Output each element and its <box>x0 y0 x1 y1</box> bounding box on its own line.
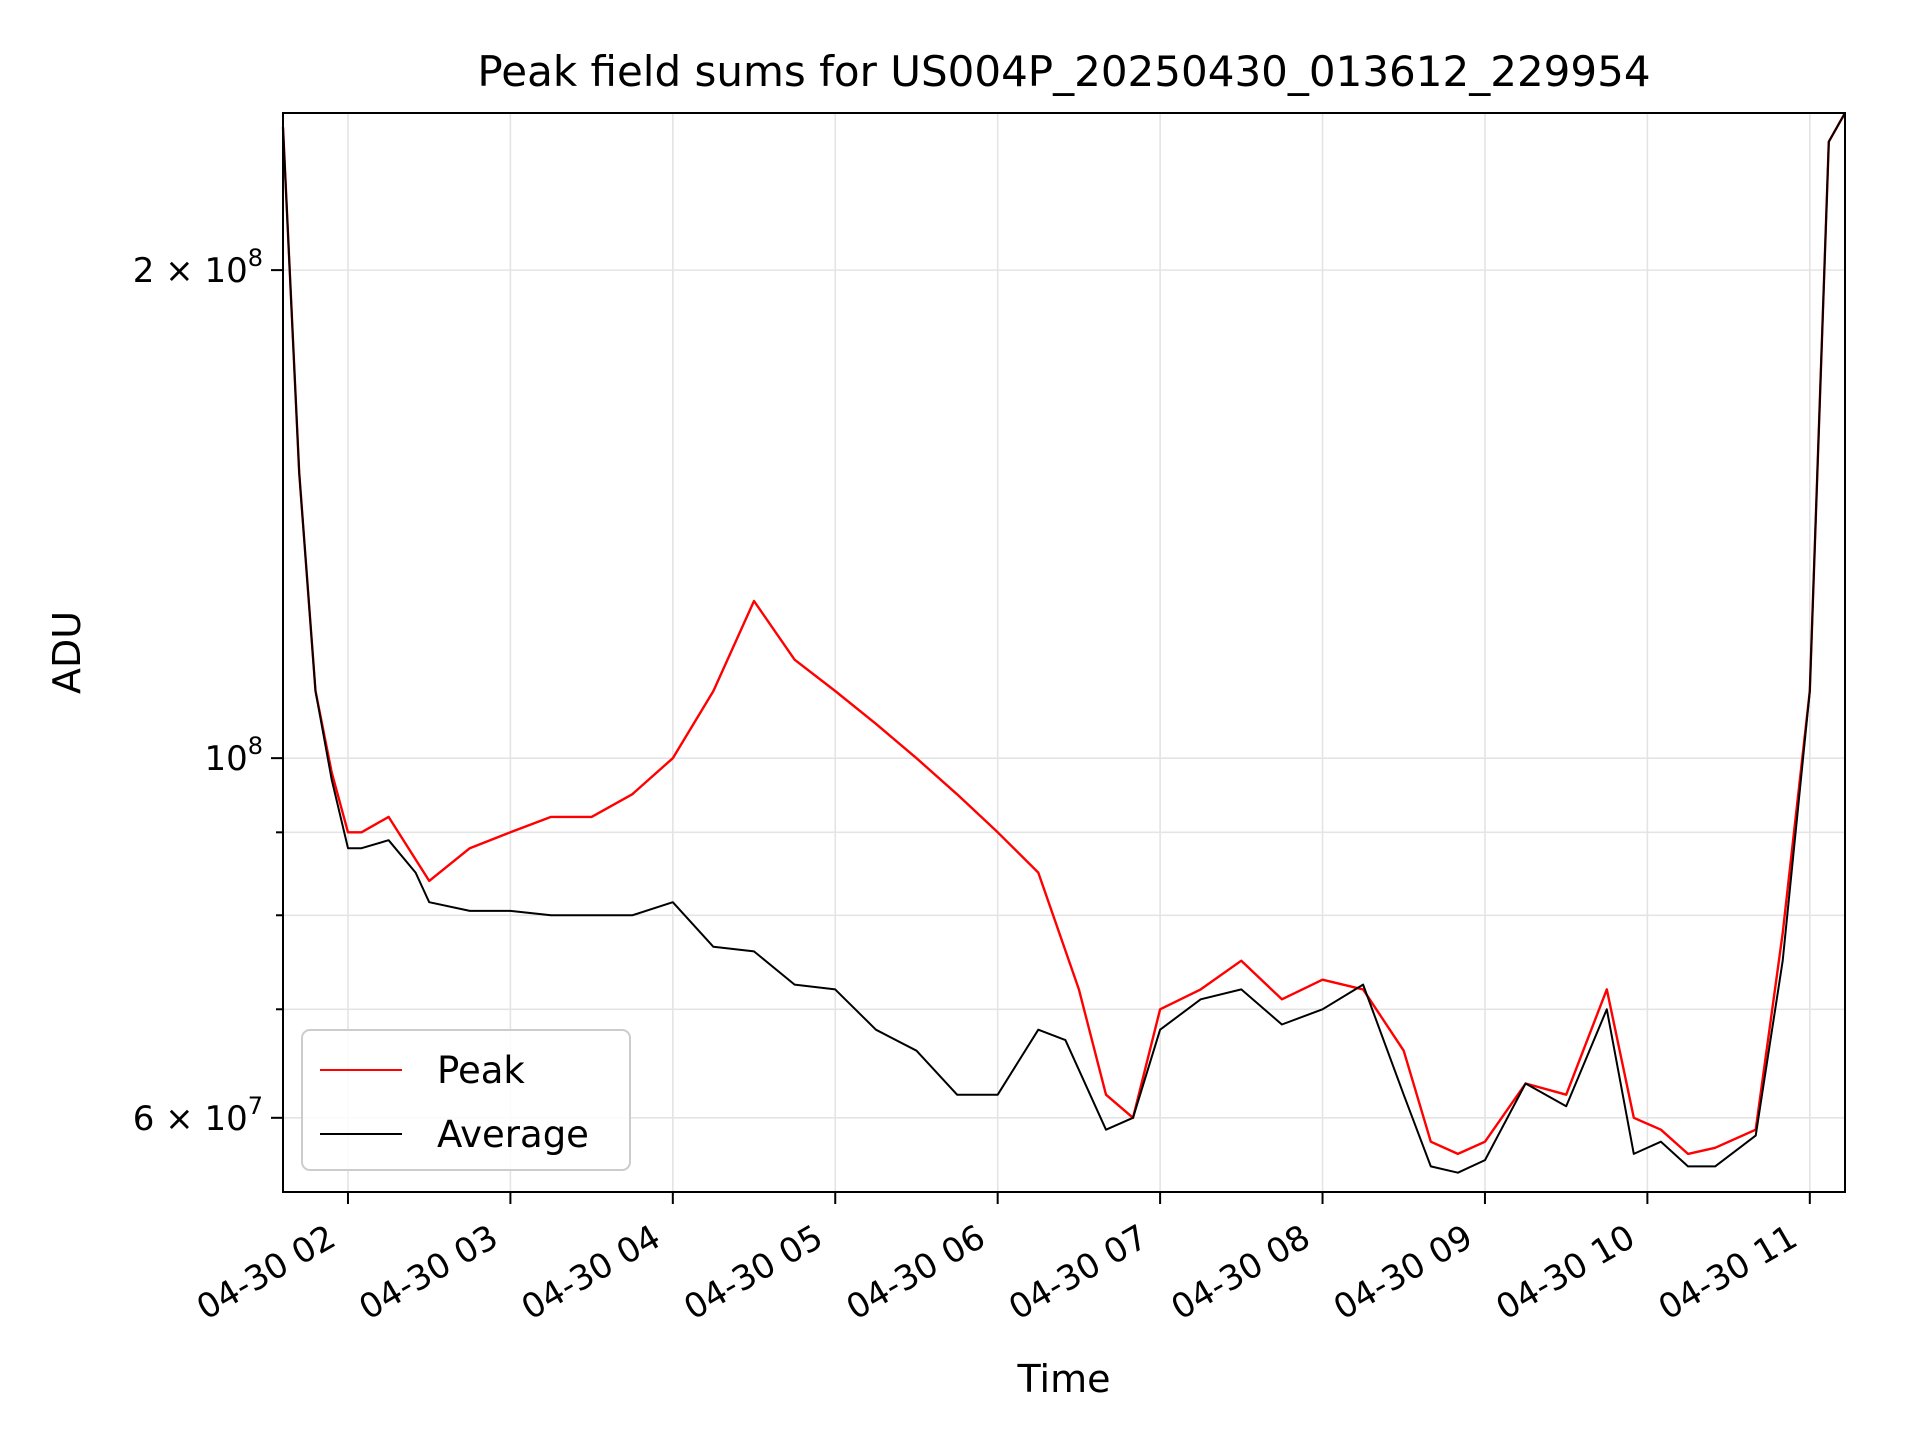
chart-title: Peak field sums for US004P_20250430_0136… <box>477 47 1650 96</box>
plot-series <box>281 112 1847 1174</box>
grid <box>283 113 1845 1192</box>
x-tick-label: 04-30 05 <box>677 1217 829 1328</box>
x-tick-label: 04-30 10 <box>1489 1217 1641 1328</box>
legend: Peak Average <box>301 1029 631 1171</box>
legend-label-peak: Peak <box>437 1049 525 1092</box>
series-line-peak <box>281 112 1847 1156</box>
x-tick-label: 04-30 09 <box>1327 1217 1479 1328</box>
y-tick-label: 2 × 108 <box>133 244 263 291</box>
plot-frame <box>282 112 1846 1193</box>
y-tick-label: 6 × 107 <box>133 1092 263 1139</box>
series-line-average <box>282 112 1846 1174</box>
x-tick-label: 04-30 08 <box>1165 1217 1317 1328</box>
x-tick-label: 04-30 03 <box>353 1217 505 1328</box>
y-axis-label: ADU <box>45 611 89 694</box>
x-axis-label: Time <box>1017 1357 1111 1401</box>
x-tick-label: 04-30 02 <box>190 1217 342 1328</box>
x-tick-label: 04-30 04 <box>515 1217 667 1328</box>
x-tick-label: 04-30 07 <box>1002 1217 1154 1328</box>
legend-label-average: Average <box>437 1113 589 1156</box>
x-tick-label: 04-30 06 <box>840 1217 992 1328</box>
y-tick-label: 108 <box>204 732 263 779</box>
x-tick-label: 04-30 11 <box>1652 1217 1804 1328</box>
